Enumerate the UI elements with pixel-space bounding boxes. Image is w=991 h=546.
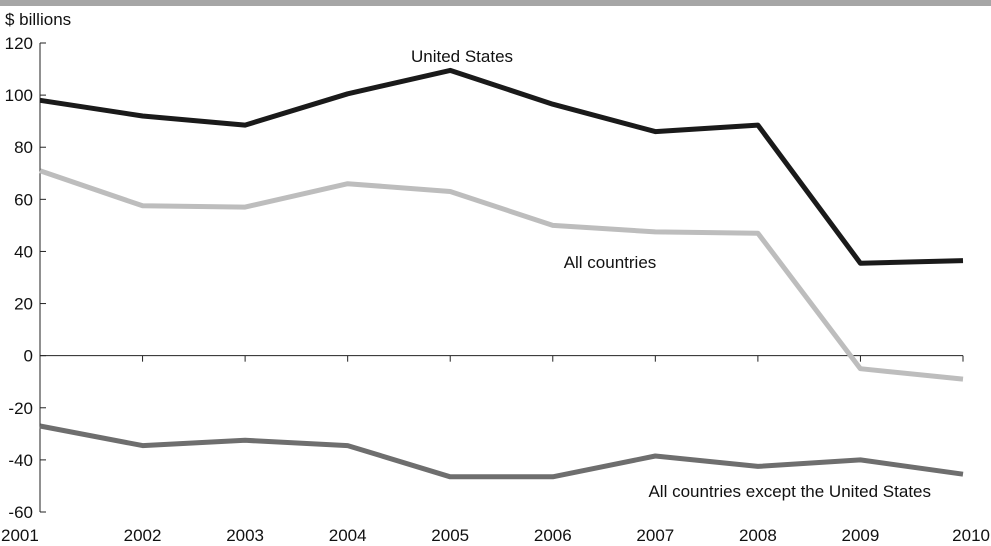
series-labels: United States All countries All countries … (411, 47, 931, 501)
x-tick-label: 2009 (842, 526, 880, 545)
series-line-0 (39, 67, 964, 266)
x-tick-label: 2008 (739, 526, 777, 545)
y-axis-label: $ billions (5, 10, 71, 29)
x-tick-label: 2004 (329, 526, 367, 545)
x-tick-label: 2010 (952, 526, 990, 545)
x-tick-label: 2006 (534, 526, 572, 545)
series-label-0: United States (411, 47, 513, 66)
x-tick-label: 2002 (124, 526, 162, 545)
y-tick-label: 20 (14, 295, 33, 314)
series-line-1 (39, 168, 964, 382)
y-tick-label: 80 (14, 138, 33, 157)
y-tick-label: 100 (5, 86, 33, 105)
x-tick-label: 2003 (226, 526, 264, 545)
top-rule (0, 0, 991, 6)
series-lines (39, 67, 964, 480)
x-tick-label: 2001 (1, 526, 39, 545)
axes: 120 100 80 60 40 20 0 -20 -40 -60 2001 2002 2003 2004… (1, 34, 990, 545)
y-tick-label: -60 (8, 503, 33, 522)
y-tick-label: 60 (14, 190, 33, 209)
y-tick-label: 40 (14, 242, 33, 261)
series-label-2: All countries except the United States (648, 482, 931, 501)
series-label-1: All countries (564, 253, 657, 272)
y-tick-label: -20 (8, 399, 33, 418)
y-tick-label: 120 (5, 34, 33, 53)
x-tick-label: 2007 (636, 526, 674, 545)
x-tick-label: 2005 (431, 526, 469, 545)
series-line-2 (39, 423, 964, 480)
y-tick-label: -40 (8, 451, 33, 470)
y-tick-label: 0 (24, 347, 33, 366)
